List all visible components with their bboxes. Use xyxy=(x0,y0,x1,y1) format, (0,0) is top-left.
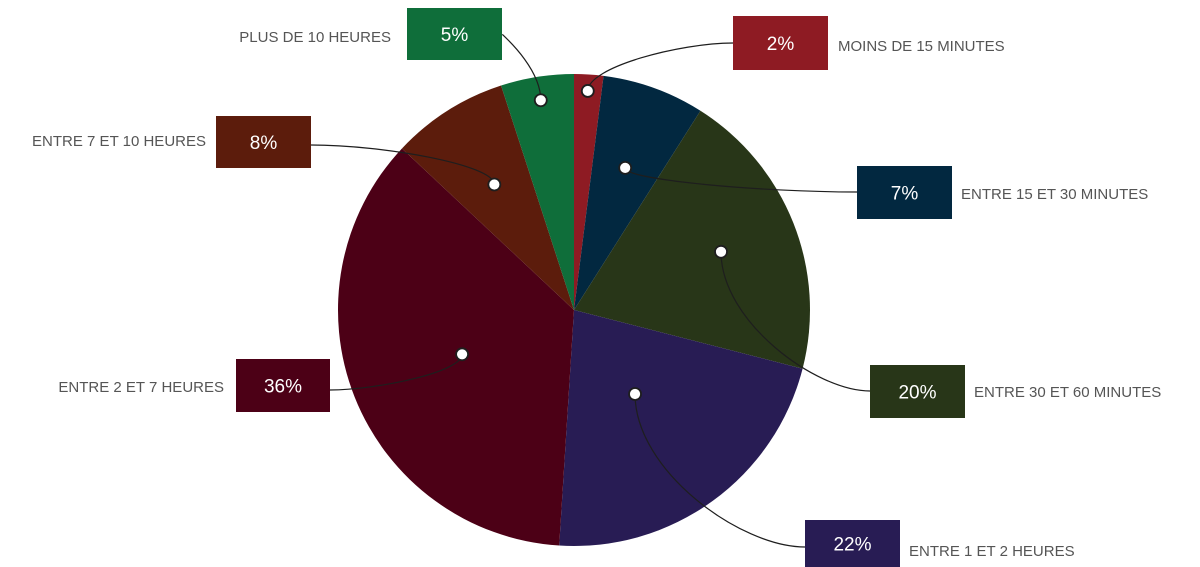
callout-connector xyxy=(634,394,806,548)
callout-connector xyxy=(501,33,542,101)
slice-label: ENTRE 7 ET 10 HEURES xyxy=(32,133,206,150)
callout-connector xyxy=(310,144,495,185)
slice-label: ENTRE 1 ET 2 HEURES xyxy=(909,543,1075,560)
slice-label: PLUS DE 10 HEURES xyxy=(239,29,391,46)
percent-label: 7% xyxy=(891,184,919,205)
callout-dot xyxy=(580,84,595,98)
percent-box xyxy=(216,116,311,168)
callout-dot xyxy=(618,160,633,175)
percent-label: 2% xyxy=(767,34,795,55)
slice-label: ENTRE 30 ET 60 MINUTES xyxy=(974,384,1161,401)
pie-slice xyxy=(559,310,803,547)
percent-box xyxy=(407,8,502,60)
percent-box xyxy=(805,520,900,567)
percent-box xyxy=(857,166,952,219)
percent-label: 22% xyxy=(833,535,871,556)
slice-label: ENTRE 15 ET 30 MINUTES xyxy=(961,186,1148,203)
callout-dot xyxy=(455,347,469,362)
slice-label: MOINS DE 15 MINUTES xyxy=(838,38,1005,55)
callout-dot xyxy=(487,177,502,192)
pie-slice xyxy=(574,110,810,369)
callout-dot xyxy=(533,93,548,108)
pie-slice xyxy=(401,85,574,310)
percent-label: 20% xyxy=(898,383,936,404)
callout-dot xyxy=(714,244,728,259)
percent-box xyxy=(733,16,828,70)
pie-slice xyxy=(501,74,574,310)
pie-slice xyxy=(337,148,574,546)
pie-slices xyxy=(337,74,810,547)
pie-slice xyxy=(574,74,604,310)
slice-label: ENTRE 2 ET 7 HEURES xyxy=(58,379,224,396)
callout-connector xyxy=(624,167,858,193)
percent-label: 5% xyxy=(441,25,469,46)
callout-connector xyxy=(587,42,734,92)
callout-connector xyxy=(720,251,871,392)
percent-label: 8% xyxy=(250,133,278,154)
percent-box xyxy=(870,365,965,418)
callout-dot xyxy=(628,387,642,401)
pie-slice xyxy=(574,75,701,310)
percent-box xyxy=(236,359,330,412)
percent-label: 36% xyxy=(264,377,302,398)
callout-connector xyxy=(329,354,463,391)
callouts: 2% MOINS DE 15 MINUTES 7% ENTRE 15 ET 30 MI… xyxy=(32,8,1161,567)
